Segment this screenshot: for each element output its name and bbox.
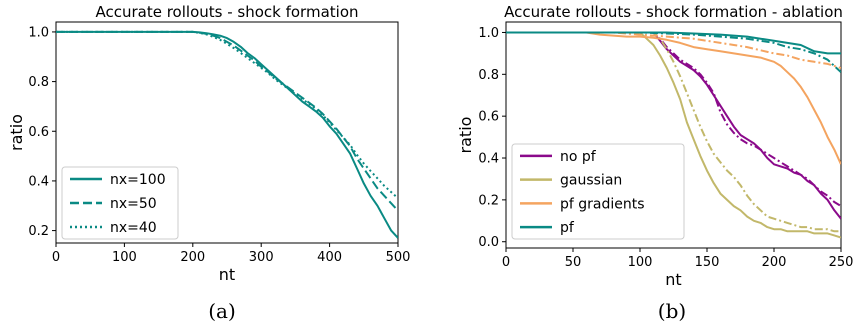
y-tick-label: 0.0: [478, 235, 499, 250]
plot-frame: [505, 21, 842, 249]
chart-panel-a: (a) Accurate rollouts - shock formation 0…: [7, 3, 410, 323]
series-line-variant-7: [506, 31, 841, 73]
x-tick-label: 150: [695, 255, 720, 270]
x-tick-label: 100: [112, 250, 137, 265]
series-line-variant-5: [506, 31, 841, 69]
chart-title: Accurate rollouts - shock formation - ab…: [504, 3, 843, 21]
y-axis-label: ratio: [456, 117, 475, 154]
y-axis-label: ratio: [7, 114, 26, 151]
legend-label: gaussian: [560, 173, 622, 189]
y-tick-label: 0.6: [28, 125, 49, 140]
legend-label: no pf: [560, 149, 597, 165]
caption-b: (b): [658, 299, 686, 323]
y-tick-label: 0.4: [28, 174, 49, 189]
y-tick-label: 1.0: [28, 25, 49, 40]
x-axis-label: nt: [665, 270, 681, 289]
series-line-variant-3: [506, 31, 841, 233]
x-tick-label: 300: [249, 250, 274, 265]
x-axis-label: nt: [219, 265, 235, 284]
chart-panel-b: (b) Accurate rollouts - shock formation …: [456, 3, 853, 323]
x-tick-label: 500: [386, 250, 411, 265]
x-tick-label: 200: [180, 250, 205, 265]
legend-box: [61, 166, 179, 240]
x-tick-label: 50: [565, 255, 582, 270]
y-tick-label: 0.8: [28, 75, 49, 90]
x-tick-label: 200: [762, 255, 787, 270]
y-tick-label: 0.6: [478, 110, 499, 125]
plot-frame: [55, 21, 399, 244]
series-line-pf-gradients: [506, 31, 841, 165]
y-tick-label: 0.2: [478, 193, 499, 208]
legend-label: nx=100: [110, 172, 166, 188]
legend-box: [511, 143, 685, 240]
legend-label: pf gradients: [560, 196, 645, 212]
series-line-variant-1: [506, 31, 841, 207]
y-tick-label: 1.0: [478, 26, 499, 41]
series-line-nx-50: [56, 30, 398, 212]
x-tick-label: 0: [52, 250, 60, 265]
x-tick-label: 250: [829, 255, 854, 270]
legend-label: nx=40: [110, 220, 157, 236]
x-tick-label: 0: [502, 255, 510, 270]
y-tick-label: 0.2: [28, 224, 49, 239]
series-line-nx-100: [56, 30, 398, 239]
legend-label: pf: [560, 220, 575, 236]
caption-a: (a): [208, 299, 236, 323]
y-tick-label: 0.8: [478, 68, 499, 83]
series-line-pf: [506, 31, 841, 55]
y-tick-label: 0.4: [478, 152, 499, 167]
series-line-no-pf: [506, 31, 841, 220]
series-line-gaussian: [506, 31, 841, 239]
chart-title: Accurate rollouts - shock formation: [95, 3, 358, 21]
legend-label: nx=50: [110, 196, 157, 212]
x-tick-label: 400: [317, 250, 342, 265]
x-tick-label: 100: [628, 255, 653, 270]
series-line-nx-40: [56, 30, 398, 200]
